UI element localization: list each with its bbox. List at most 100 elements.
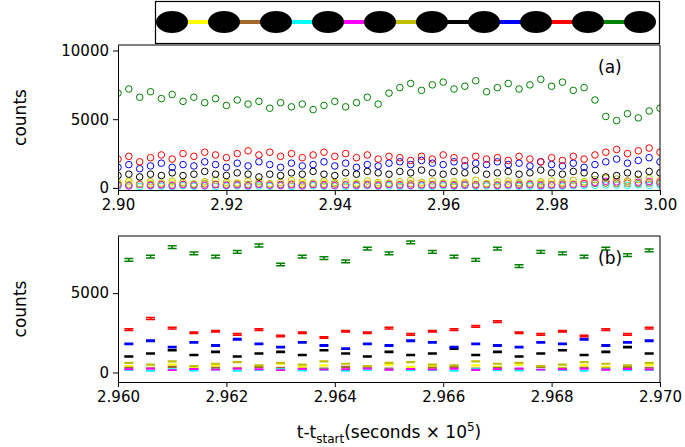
error-bar — [276, 367, 285, 369]
data-point — [646, 108, 653, 115]
x-tick: 2.98 — [535, 190, 568, 214]
y-tick: 10000 — [61, 42, 118, 60]
data-point — [397, 154, 404, 161]
data-point — [440, 181, 447, 188]
data-point — [527, 170, 534, 177]
data-point — [256, 174, 263, 181]
panel-label: (a) — [598, 57, 622, 77]
error-bar — [623, 334, 632, 336]
error-bar — [298, 368, 307, 370]
error-bar — [319, 360, 328, 362]
data-point — [299, 163, 306, 170]
plot-marks — [118, 76, 660, 190]
error-bar — [558, 369, 567, 371]
data-point — [364, 168, 371, 175]
y-tick: 5000 — [71, 111, 118, 129]
data-point — [527, 163, 534, 170]
error-bar — [493, 247, 502, 250]
data-point — [147, 163, 154, 170]
chain-ion — [364, 11, 396, 33]
y-axis-title: counts — [10, 280, 30, 337]
data-point — [451, 154, 458, 161]
error-bar — [298, 255, 307, 258]
data-point — [256, 152, 263, 159]
error-bar — [385, 368, 394, 370]
data-point — [126, 182, 133, 189]
error-bar — [276, 368, 285, 370]
x-tick-label: 2.96 — [427, 196, 460, 214]
x-axis-line — [119, 382, 661, 383]
error-bar — [536, 334, 545, 336]
error-bar — [385, 252, 394, 255]
error-bar — [428, 342, 437, 343]
data-point — [310, 181, 317, 188]
error-bar — [450, 364, 459, 366]
error-bar — [645, 368, 654, 370]
error-bar — [645, 353, 654, 354]
data-point — [516, 183, 523, 190]
y-tick: 0 — [99, 179, 118, 197]
error-bar — [363, 368, 372, 370]
error-bar — [471, 369, 480, 371]
error-bar — [385, 363, 394, 365]
error-bar — [428, 367, 437, 369]
chain-ion — [468, 11, 500, 33]
error-bar — [471, 326, 480, 328]
frame-right — [660, 45, 661, 190]
x-tick-mark — [335, 190, 336, 195]
data-point — [158, 95, 165, 102]
x-axis-title-part: (seconds × 10 — [344, 422, 467, 442]
error-bar — [385, 369, 394, 371]
error-bar — [211, 363, 220, 365]
data-point — [223, 154, 230, 161]
data-point — [147, 88, 154, 95]
data-point — [310, 152, 317, 159]
error-bar — [319, 345, 328, 346]
error-bar — [124, 343, 133, 344]
data-point — [646, 182, 653, 189]
data-point — [288, 150, 295, 157]
error-bar — [146, 368, 155, 370]
data-point — [266, 171, 273, 178]
error-bar — [428, 330, 437, 332]
x-axis-title-part: start — [316, 432, 344, 446]
error-bar — [254, 353, 263, 354]
error-bar — [385, 351, 394, 352]
data-point — [548, 178, 555, 185]
data-point — [516, 160, 523, 167]
error-bar — [254, 365, 263, 367]
data-point — [310, 168, 317, 175]
error-bar — [406, 241, 415, 244]
error-bar — [515, 346, 524, 347]
data-point — [462, 179, 469, 186]
data-point — [592, 97, 599, 104]
data-point — [451, 182, 458, 189]
data-point — [136, 181, 143, 188]
data-point — [191, 163, 198, 170]
error-bar — [319, 350, 328, 351]
data-point — [386, 153, 393, 160]
series — [118, 145, 660, 165]
error-bar — [601, 368, 610, 370]
data-point — [169, 178, 176, 185]
x-tick-mark — [335, 382, 336, 387]
error-bar — [536, 365, 545, 367]
data-point — [537, 182, 544, 189]
data-point — [234, 170, 241, 177]
data-point — [462, 157, 469, 164]
series — [118, 167, 660, 180]
data-point — [429, 156, 436, 163]
data-point — [158, 160, 165, 167]
error-bar — [558, 368, 567, 370]
data-point — [364, 94, 371, 101]
error-bar — [428, 353, 437, 354]
error-bar — [515, 362, 524, 364]
x-tick: 2.960 — [97, 382, 140, 406]
error-bar — [168, 246, 177, 249]
x-tick: 2.966 — [422, 382, 465, 406]
error-bar — [168, 327, 177, 329]
data-point — [234, 150, 241, 157]
data-point — [386, 90, 393, 97]
data-point — [613, 146, 620, 153]
data-point — [212, 152, 219, 159]
